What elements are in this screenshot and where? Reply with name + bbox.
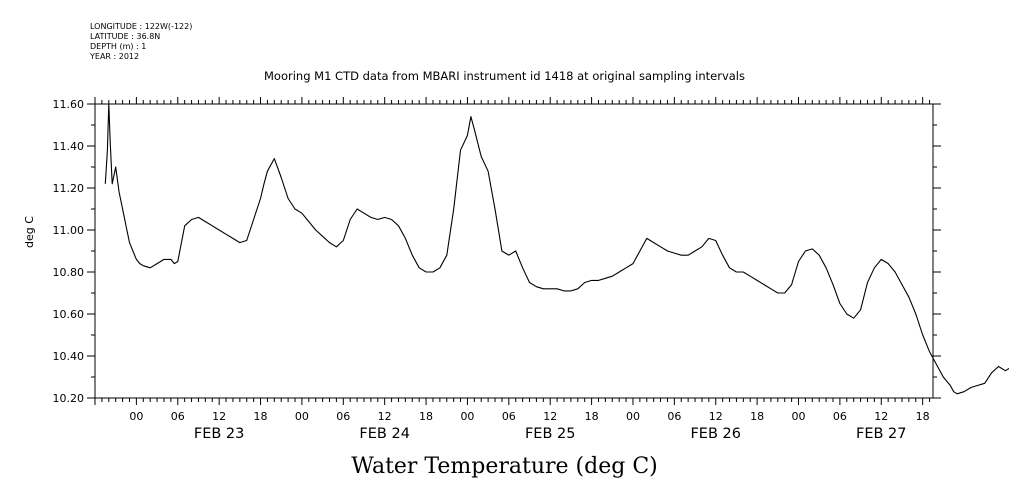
day-label: FEB 27: [856, 426, 907, 442]
x-tick-label: 18: [750, 410, 764, 423]
x-tick-label: 12: [378, 410, 392, 423]
latitude-label: LATITUDE : 36.8N: [90, 32, 161, 41]
x-tick-label: 00: [129, 410, 143, 423]
y-tick-label: 10.80: [53, 266, 85, 279]
y-tick-label: 10.20: [53, 392, 85, 405]
x-tick-label: 18: [419, 410, 433, 423]
longitude-label: LONGITUDE : 122W(-122): [90, 22, 193, 31]
x-tick-label: 06: [336, 410, 350, 423]
day-label: FEB 24: [359, 426, 410, 442]
x-axis-label: Water Temperature (deg C): [351, 454, 658, 479]
x-tick-label: 06: [667, 410, 681, 423]
series-line: [104, 103, 1009, 395]
x-tick-label: 00: [460, 410, 474, 423]
x-tick-label: 18: [254, 410, 268, 423]
depth-label: DEPTH (m) : 1: [90, 42, 147, 51]
y-tick-label: 11.60: [53, 98, 85, 111]
y-tick-label: 11.00: [53, 224, 85, 237]
day-label: FEB 25: [525, 426, 576, 442]
x-tick-label: 00: [792, 410, 806, 423]
x-tick-label: 12: [543, 410, 557, 423]
plot-frame: [94, 103, 934, 399]
y-tick-label: 11.40: [53, 140, 85, 153]
day-label: FEB 23: [194, 426, 245, 442]
x-tick-label: 12: [874, 410, 888, 423]
day-label: FEB 26: [690, 426, 741, 442]
x-tick-label: 12: [212, 410, 226, 423]
x-tick-label: 18: [585, 410, 599, 423]
chart-title: Mooring M1 CTD data from MBARI instrumen…: [264, 69, 745, 83]
x-tick-label: 18: [916, 410, 930, 423]
x-tick-label: 00: [626, 410, 640, 423]
x-tick-label: 12: [709, 410, 723, 423]
x-tick-label: 06: [171, 410, 185, 423]
x-tick-label: 06: [502, 410, 516, 423]
year-label: YEAR : 2012: [90, 52, 140, 61]
x-tick-label: 06: [833, 410, 847, 423]
y-tick-label: 10.40: [53, 350, 85, 363]
y-tick-label: 11.20: [53, 182, 85, 195]
x-tick-label: 00: [295, 410, 309, 423]
y-tick-label: 10.60: [53, 308, 85, 321]
